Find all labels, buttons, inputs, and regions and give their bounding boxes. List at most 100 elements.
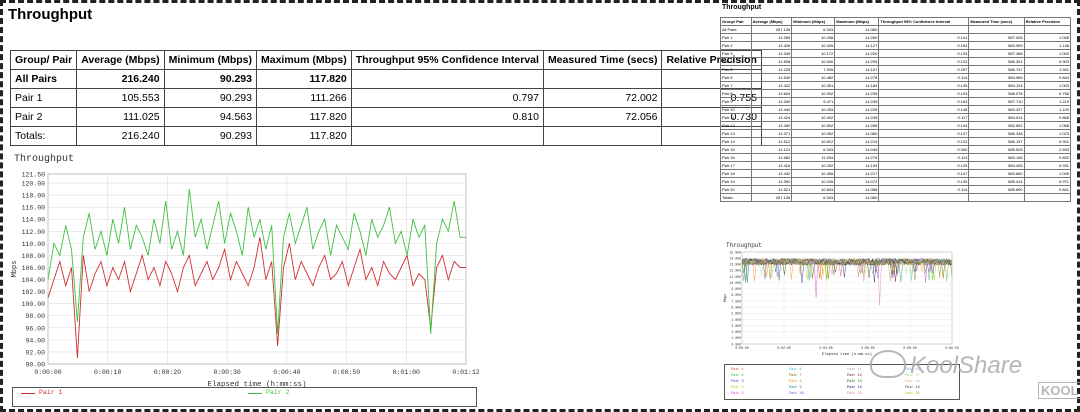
table-cell: 583.959 xyxy=(968,41,1025,50)
table-cell: 0.340 xyxy=(878,145,970,154)
x-tick-label: 0:01:00 xyxy=(393,369,420,376)
table-cell: 0.810 xyxy=(350,107,544,127)
table-cell: 10.351 xyxy=(791,81,836,90)
table-cell: 10.245 xyxy=(791,177,836,186)
table-cell: 0.122 xyxy=(878,137,970,146)
table-cell: Pair 6 xyxy=(720,73,752,82)
table-cell: 14.205 xyxy=(834,57,880,66)
table-cell: 0.971 xyxy=(1023,177,1072,186)
table-cell: 1.068 xyxy=(1023,121,1072,130)
table-cell: 584.965 xyxy=(968,73,1025,82)
table-cell xyxy=(878,193,970,202)
table-cell: 1.055 xyxy=(1023,33,1072,42)
table-cell: 586.157 xyxy=(968,137,1025,146)
table-cell: 1.148 xyxy=(1023,41,1072,50)
table-cell: 0.868 xyxy=(1023,113,1072,122)
y-tick-label: 100.00 xyxy=(22,301,46,308)
x-tick-label: 0:02:00 xyxy=(777,346,790,350)
table-cell: 0.144 xyxy=(878,121,970,130)
table-cell: Pair 7 xyxy=(720,81,752,90)
table-cell: Pair 2 xyxy=(9,107,78,127)
y-tick-label: 94.00 xyxy=(25,337,45,344)
legend-label-pair-9: Pair 9 xyxy=(789,386,802,390)
table-cell: 586.348 xyxy=(968,129,1025,138)
table-cell: 0.114 xyxy=(878,73,970,82)
legend-label-pair-2: Pair 2 xyxy=(266,389,290,396)
x-tick-label: 0:00:20 xyxy=(154,369,181,376)
table-cell: 14.225 xyxy=(834,105,880,114)
table-cell: 13.121 xyxy=(750,145,793,154)
table-cell: 13.582 xyxy=(750,153,793,162)
table-cell: 267.135 xyxy=(750,25,793,34)
table-row: Pair 1 13.355 10.258 14.260 0.141 587.026 1.05… xyxy=(720,33,1072,42)
legend-swatch-pair-1 xyxy=(21,393,35,394)
table-cell: 14.220 xyxy=(834,49,880,58)
table-cell: 14.360 xyxy=(834,129,880,138)
legend-label-pair-19: Pair 19 xyxy=(905,386,920,390)
table-row: Pair 7 13.422 10.351 14.184 0.135 584.124 1.00… xyxy=(720,81,1072,90)
table-cell: 10.062 xyxy=(791,129,836,138)
table-row: Pair 19 13.392 10.245 14.072 0.130 585.414 0.9… xyxy=(720,177,1072,186)
table-cell: 90.293 xyxy=(163,88,257,108)
table-cell: 13.426 xyxy=(750,41,793,50)
legend-label-pair-7: Pair 7 xyxy=(789,374,802,378)
x-tick-label: 0:00:40 xyxy=(273,369,300,376)
x-tick-label: 0:08:00 xyxy=(903,346,916,350)
x-tick-label: 0:00:30 xyxy=(213,369,240,376)
chart-title: Throughput xyxy=(14,154,75,165)
legend-label-pair-2: Pair 2 xyxy=(731,374,744,378)
table-cell: Pair 13 xyxy=(720,129,752,138)
table-cell: 0.135 xyxy=(878,81,970,90)
y-tick-label: 12.000 xyxy=(730,269,742,273)
table-cell: 584.124 xyxy=(968,81,1025,90)
table-header-cell: Maximum (Mbps) xyxy=(834,17,880,26)
table-cell: 14.127 xyxy=(834,41,880,50)
table-cell: 0.113 xyxy=(878,153,970,162)
table-cell xyxy=(968,25,1025,34)
table-cell: 0.903 xyxy=(1023,57,1072,66)
legend-label-pair-15: Pair 15 xyxy=(847,392,862,396)
y-tick-label: 121.50 xyxy=(22,172,46,179)
series-line-pair-19 xyxy=(741,258,952,275)
table-row: Pair 1 105.553 90.293 111.266 0.797 72.0… xyxy=(9,88,762,108)
y-axis-label: Mbps xyxy=(723,294,728,302)
table-header-cell: Average (Mbps) xyxy=(76,50,165,70)
right-throughput-chart: 0.000 1.000 2.000 3.000 4.000 5.000 6.000 7.000… xyxy=(723,250,959,357)
table-cell: 94.563 xyxy=(163,107,257,127)
table-cell: Pair 12 xyxy=(720,121,752,130)
table-cell: 0.147 xyxy=(878,169,970,178)
table-cell: 10.252 xyxy=(791,161,836,170)
table-row: Totals: 267.135 6.343 14.360 xyxy=(720,193,1072,202)
y-tick-label: 1.000 xyxy=(731,336,741,340)
table-cell xyxy=(350,69,544,89)
y-tick-label: 0.000 xyxy=(731,342,741,346)
table-cell: 10.812 xyxy=(791,137,836,146)
y-tick-label: 14.000 xyxy=(730,256,742,260)
series-line-pair-1 xyxy=(47,237,466,359)
table-header-cell: Measured Time (secs) xyxy=(542,50,663,70)
table-row: Pair 11 13.424 10.402 14.245 0.117 584.014 0.8… xyxy=(720,113,1072,122)
y-tick-label: 11.000 xyxy=(730,275,742,279)
koolshare-watermark: KoolShare xyxy=(910,352,1023,379)
page-title: Throughput xyxy=(8,6,93,23)
y-tick-label: 10.000 xyxy=(730,281,742,285)
table-cell: 14.245 xyxy=(834,113,880,122)
legend-label-pair-11: Pair 11 xyxy=(847,368,862,372)
y-tick-label: 13.000 xyxy=(730,263,742,267)
table-cell: 117.820 xyxy=(255,69,352,89)
y-tick-label: 90.00 xyxy=(25,362,45,369)
legend-label-pair-8: Pair 8 xyxy=(789,380,802,384)
table-cell: 14.107 xyxy=(834,65,880,74)
x-tick-label: 0:01:12 xyxy=(452,369,479,376)
table-cell: 0.122 xyxy=(878,57,970,66)
table-cell: 10.482 xyxy=(791,73,836,82)
table-cell: 585.690 xyxy=(968,185,1025,194)
y-tick-label: 92.00 xyxy=(25,349,45,356)
y-tick-label: 106.00 xyxy=(22,265,46,272)
right-chart-title: Throughput xyxy=(726,242,763,249)
table-cell: 9.471 xyxy=(791,97,836,106)
table-cell: 0.117 xyxy=(878,113,970,122)
table-cell: 6.343 xyxy=(791,145,836,154)
y-tick-label: 108.00 xyxy=(22,253,46,260)
table-cell: 1.100 xyxy=(1023,105,1072,114)
